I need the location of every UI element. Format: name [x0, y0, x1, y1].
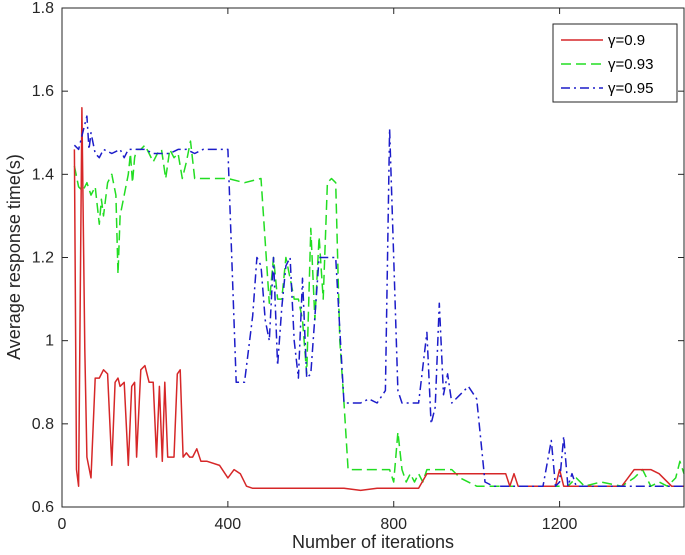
- x-axis-ticks: 0 400 800 1200: [58, 8, 578, 533]
- y-tick-label: 0.6: [32, 499, 54, 516]
- legend-box: [552, 23, 678, 103]
- y-tick-label: 1.8: [32, 0, 54, 17]
- x-axis-label: Number of iterations: [292, 532, 454, 552]
- x-tick-label: 0: [58, 516, 67, 533]
- y-axis-ticks: 0.6 0.8 1 1.2 1.4 1.6 1.8: [32, 0, 684, 516]
- legend-label-1: γ=0.9: [608, 32, 645, 49]
- y-axis-label: Average response time(s): [4, 154, 24, 360]
- x-tick-label: 1200: [542, 516, 578, 533]
- x-tick-label: 400: [215, 516, 242, 533]
- x-tick-label: 800: [380, 516, 407, 533]
- series-line-2: [73, 140, 685, 487]
- legend-label-2: γ=0.93: [608, 56, 653, 73]
- y-tick-label: 1: [45, 333, 54, 350]
- series-line-1: [73, 107, 684, 492]
- series-line-3: [73, 115, 684, 487]
- series-layer: [73, 107, 685, 492]
- y-tick-label: 0.8: [32, 416, 54, 433]
- legend-label-3: γ=0.95: [608, 80, 653, 97]
- y-tick-label: 1.4: [32, 166, 54, 183]
- legend: γ=0.9 γ=0.93 γ=0.95: [552, 23, 678, 103]
- y-tick-label: 1.2: [32, 250, 54, 267]
- y-tick-label: 1.6: [32, 83, 54, 100]
